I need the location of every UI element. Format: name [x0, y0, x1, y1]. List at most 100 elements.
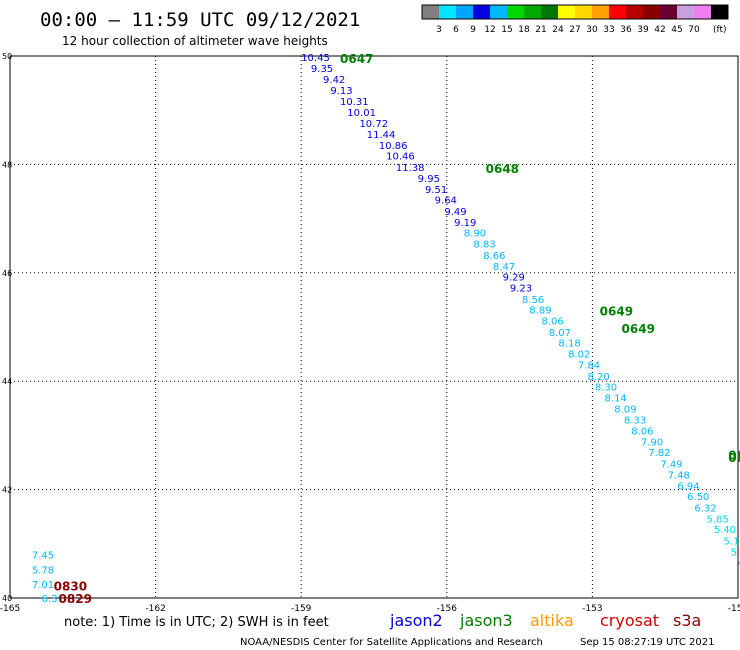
colorbar-swatch — [677, 5, 694, 19]
colorbar-label: 24 — [552, 25, 564, 35]
colorbar-label: 42 — [654, 25, 665, 35]
colorbar-swatch — [558, 5, 575, 19]
chart-subtitle: 12 hour collection of altimeter wave hei… — [62, 34, 328, 48]
pass-time-label: 0650 — [728, 451, 740, 465]
wave-height-label: 8.06 — [541, 316, 563, 327]
wave-height-label: 8.14 — [605, 393, 627, 404]
wave-height-label: 10.31 — [340, 97, 369, 108]
colorbar-label: 27 — [569, 25, 580, 35]
colorbar-swatch — [507, 5, 524, 19]
wave-height-label: 9.23 — [510, 283, 532, 294]
wave-height-label: 10.01 — [347, 108, 376, 119]
wave-height-label: 10.45 — [301, 53, 330, 64]
wave-height-label: 9.64 — [435, 196, 457, 207]
colorbar-swatch — [439, 5, 456, 19]
legend-cryosat: cryosat — [600, 611, 659, 630]
wave-height-label: 6.32 — [694, 503, 716, 514]
y-tick-label: 50 — [2, 52, 12, 61]
colorbar-unit: (ft) — [713, 25, 727, 35]
wave-height-label: 9.49 — [444, 207, 466, 218]
wave-height-label: 8.89 — [529, 306, 551, 317]
wave-height-label: 9.35 — [311, 64, 333, 75]
colorbar-label: 33 — [603, 25, 614, 35]
legend-s3a: s3a — [673, 611, 701, 630]
pass-time-labels: 06470648064906490650065008300829 — [54, 52, 740, 606]
wave-height-label: 7.84 — [578, 360, 600, 371]
colorbar-label: 36 — [620, 25, 632, 35]
colorbar-swatch — [575, 5, 592, 19]
colorbar-swatch — [422, 5, 439, 19]
x-tick-label: -156 — [437, 604, 458, 614]
wave-height-label: 5.78 — [32, 565, 54, 576]
wave-height-label: 8.83 — [473, 240, 495, 251]
wave-height-label: 4.86 — [738, 558, 740, 569]
colorbar-swatch — [456, 5, 473, 19]
colorbar-swatch — [541, 5, 558, 19]
colorbar-swatch — [643, 5, 660, 19]
wave-height-label: 9.13 — [330, 86, 352, 97]
colorbar-label: 9 — [470, 25, 476, 35]
x-tick-label: -165 — [0, 604, 20, 614]
pass-time-label: 0649 — [600, 305, 633, 319]
colorbar-swatch — [524, 5, 541, 19]
colorbar-swatch — [660, 5, 677, 19]
colorbar-label: 39 — [637, 25, 649, 35]
colorbar-swatch — [694, 5, 711, 19]
wave-height-values: 10.459.359.429.1310.3110.0110.7211.4410.… — [32, 53, 740, 605]
y-tick-label: 42 — [2, 486, 12, 495]
wave-height-label: 10.72 — [359, 119, 388, 130]
wave-height-label: 7.90 — [641, 437, 663, 448]
wave-height-label: 9.29 — [503, 273, 525, 284]
wave-height-label: 8.06 — [631, 427, 653, 438]
color-scale-bar: 3 6 9 12 15 18 21 24 27 30 33 36 39 42 45 70 — [421, 4, 729, 35]
colorbar-swatch — [490, 5, 507, 19]
wave-height-label: 5.40 — [714, 525, 736, 536]
pass-time-label: 0647 — [340, 52, 373, 66]
plot-grid — [10, 56, 738, 598]
wave-height-label: 9.51 — [425, 185, 447, 196]
footer-credit: NOAA/NESDIS Center for Satellite Applica… — [240, 637, 543, 648]
wave-height-label: 5.15 — [731, 547, 740, 558]
colorbar-swatch — [592, 5, 609, 19]
footer-note: note: 1) Time is in UTC; 2) SWH is in fe… — [64, 615, 329, 630]
wave-height-label: 8.90 — [464, 229, 486, 240]
colorbar-swatch — [473, 5, 490, 19]
x-tick-label: -153 — [582, 604, 602, 614]
chart-title: 00:00 – 11:59 UTC 09/12/2021 — [40, 9, 360, 31]
wave-height-label: 7.01 — [32, 580, 54, 591]
legend-altika: altika — [530, 611, 574, 630]
colorbar-label: 6 — [453, 25, 459, 35]
wave-height-label: 6.50 — [687, 492, 709, 503]
pass-time-label: 0650 — [728, 448, 740, 462]
wave-height-label: 8.30 — [595, 383, 617, 394]
wave-height-label: 5.12 — [723, 537, 740, 548]
colorbar-label: 45 — [671, 25, 682, 35]
wave-height-label: 8.56 — [522, 295, 544, 306]
wave-height-label: 11.44 — [367, 130, 396, 141]
wave-height-label: 9.42 — [323, 75, 345, 86]
colorbar-label: 18 — [518, 25, 530, 35]
wave-height-label: 8.18 — [558, 339, 580, 350]
colorbar-label: 15 — [501, 25, 512, 35]
y-tick-label: 46 — [2, 269, 12, 278]
wave-height-label: 7.49 — [660, 460, 682, 471]
wave-height-label: 9.95 — [418, 174, 440, 185]
wave-height-label: 5.85 — [706, 514, 728, 525]
x-tick-label: -150 — [728, 604, 740, 614]
wave-height-label: 8.33 — [624, 416, 646, 427]
colorbar-label: 12 — [484, 25, 495, 35]
colorbar-label: 70 — [688, 25, 700, 35]
colorbar-label: 21 — [535, 25, 546, 35]
wave-height-label: 10.46 — [386, 152, 415, 163]
wave-height-label: 6.94 — [677, 481, 699, 492]
wave-height-label: 8.09 — [614, 404, 636, 415]
wave-height-label: 7.45 — [32, 551, 54, 562]
wave-height-label: 10.86 — [379, 141, 408, 152]
x-tick-label: -162 — [145, 604, 165, 614]
colorbar-label: 30 — [586, 25, 598, 35]
pass-time-label: 0829 — [59, 592, 92, 606]
pass-time-label: 0648 — [486, 162, 519, 176]
colorbar-border — [421, 4, 729, 20]
colorbar-swatch — [711, 5, 728, 19]
